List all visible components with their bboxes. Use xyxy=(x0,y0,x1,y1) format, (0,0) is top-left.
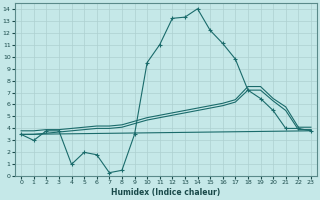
X-axis label: Humidex (Indice chaleur): Humidex (Indice chaleur) xyxy=(111,188,221,197)
